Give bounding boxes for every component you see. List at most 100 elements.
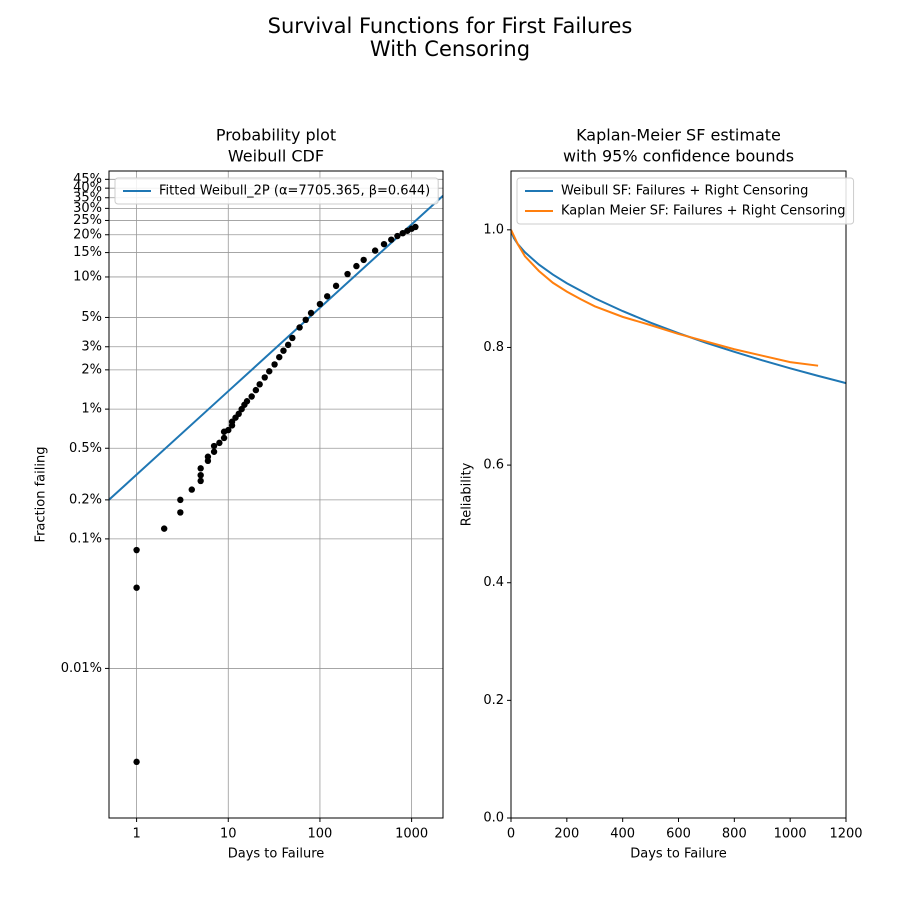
y-tick-label: 0.1% — [69, 531, 102, 546]
point — [256, 381, 263, 388]
x-tick-label: 600 — [666, 827, 691, 842]
point — [289, 334, 296, 342]
point — [353, 262, 360, 270]
axes-frame — [108, 170, 444, 819]
y-tick-label: 0.8 — [483, 340, 504, 355]
point — [266, 368, 273, 375]
x-tick-label: 1 — [132, 827, 140, 842]
point — [133, 758, 140, 766]
y-tick-label: 0.4 — [483, 575, 504, 590]
plot-area — [511, 229, 846, 385]
point — [271, 361, 278, 368]
y-tick-label: 35% — [73, 190, 102, 205]
point — [216, 439, 223, 447]
legend-label: Weibull SF: Failures + Right Censoring — [561, 184, 808, 199]
legend-box — [114, 177, 439, 205]
y-tick-label: 0.5% — [69, 441, 102, 456]
point — [388, 236, 395, 243]
y-tick-label: 0.0 — [483, 811, 504, 826]
point — [235, 410, 242, 418]
point — [261, 374, 268, 381]
y-tick-label: 30% — [73, 201, 102, 216]
point — [204, 453, 212, 460]
y-tick-label: 10% — [73, 269, 102, 284]
y-tick-label: 1.0 — [483, 222, 504, 237]
y-tick-label: 40% — [73, 181, 102, 196]
point — [316, 300, 324, 308]
y-axis-label: Fraction failing — [34, 447, 49, 543]
legend: Weibull SF: Failures + Right Censoring Ka… — [516, 177, 855, 225]
y-axis-label: Reliability — [460, 462, 475, 526]
y-tick-label: 0.2% — [69, 492, 102, 507]
point — [360, 256, 367, 264]
y-tick-label: 0.2 — [483, 693, 504, 708]
plot-area — [109, 195, 443, 766]
point — [323, 293, 331, 300]
point — [332, 282, 340, 290]
point — [344, 270, 351, 278]
y-tick-label: 5% — [81, 310, 102, 325]
point — [296, 324, 303, 331]
point — [307, 309, 315, 317]
point — [380, 240, 388, 248]
legend-label: Fitted Weibull_2P (α=7705.365, β=0.644) — [159, 184, 430, 199]
line — [511, 231, 846, 385]
point — [133, 546, 140, 554]
point — [210, 448, 218, 455]
point — [252, 386, 260, 394]
x-tick-label: 200 — [554, 827, 579, 842]
subplot-title: Probability plot — [216, 126, 336, 145]
x-tick-label: 400 — [610, 827, 635, 842]
figure-title: With Censoring — [370, 37, 530, 61]
point — [280, 347, 287, 354]
subplot-title: with 95% confidence bounds — [563, 147, 794, 166]
point — [210, 442, 218, 450]
legend-box — [516, 177, 855, 225]
point — [225, 426, 232, 434]
point — [243, 398, 251, 405]
point — [276, 353, 283, 361]
point — [394, 232, 401, 240]
line — [109, 195, 443, 501]
point — [220, 434, 228, 442]
x-tick-label: 1200 — [829, 827, 862, 842]
x-tick-label: 1000 — [395, 827, 428, 842]
point — [412, 223, 419, 231]
y-tick-label: 45% — [73, 172, 102, 187]
point — [188, 486, 195, 493]
y-tick-label: 15% — [73, 245, 102, 260]
point — [197, 465, 204, 472]
x-tick-label: 1000 — [774, 827, 807, 842]
point — [177, 496, 184, 504]
point — [284, 341, 292, 349]
legend: Fitted Weibull_2P (α=7705.365, β=0.644) — [114, 177, 439, 205]
point — [248, 393, 255, 400]
point — [302, 316, 309, 324]
x-axis-label: Days to Failure — [630, 847, 727, 862]
x-axis-label: Days to Failure — [228, 847, 325, 862]
y-tick-label: 2% — [81, 362, 102, 377]
y-tick-label: 0.01% — [61, 661, 102, 676]
x-tick-label: 800 — [722, 827, 747, 842]
point — [177, 509, 184, 516]
point — [133, 584, 140, 591]
line — [511, 229, 819, 367]
x-tick-label: 100 — [308, 827, 333, 842]
figure-title: Survival Functions for First Failures — [268, 14, 633, 38]
subplot-title: Kaplan-Meier SF estimate — [576, 126, 781, 145]
y-tick-label: 20% — [73, 227, 102, 242]
x-tick-label: 10 — [220, 827, 237, 842]
point — [197, 477, 204, 485]
x-tick-label: 0 — [507, 827, 515, 842]
point — [160, 525, 168, 532]
legend-label: Kaplan Meier SF: Failures + Right Censor… — [561, 204, 846, 219]
axes-frame — [510, 170, 847, 819]
point — [197, 471, 204, 479]
y-tick-label: 25% — [73, 213, 102, 228]
subplot-title: Weibull CDF — [228, 147, 324, 166]
y-tick-label: 0.6 — [483, 458, 504, 473]
point — [371, 247, 379, 254]
y-tick-label: 1% — [81, 402, 102, 417]
y-tick-label: 3% — [81, 339, 102, 354]
